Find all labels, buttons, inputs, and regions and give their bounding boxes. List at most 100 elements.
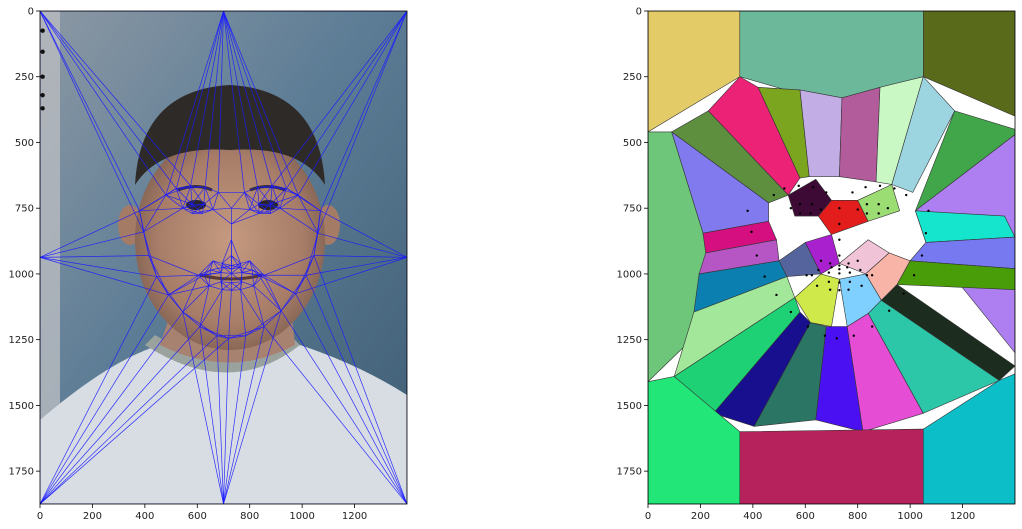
triangulation-edge [295, 255, 315, 294]
triangulation-edge [198, 269, 211, 276]
voronoi-point [798, 203, 802, 206]
left-y-tick-label: 500 [15, 138, 34, 149]
right-x-tick-label: 400 [743, 511, 762, 522]
triangulation-edge [279, 188, 287, 209]
voronoi-point [838, 264, 841, 267]
triangulation-edge [231, 263, 241, 266]
voronoi-point [838, 238, 841, 241]
voronoi-point [746, 209, 749, 213]
triangulation-edge [168, 285, 210, 296]
triangulation-edge [270, 185, 273, 205]
right-y-axis: 0 250 500 750 1000 1250 1500 1750 [617, 7, 648, 478]
triangulation-edge [156, 274, 199, 277]
triangulation-edge [217, 11, 224, 193]
voronoi-point [772, 193, 776, 197]
triangulation-edge [40, 231, 144, 258]
triangulation-edge [191, 186, 206, 205]
triangulation-edge [40, 311, 184, 504]
triangulation-edge [203, 203, 214, 210]
voronoi-point [755, 254, 758, 257]
triangulation-edge [263, 274, 296, 294]
left-y-tick-label: 1250 [9, 335, 34, 346]
triangulation-edge [313, 255, 407, 258]
triangulation-edge [223, 310, 282, 504]
triangulation-edge [208, 281, 221, 287]
triangulation-edge [143, 194, 167, 233]
triangulation-edge [191, 209, 214, 214]
triangulation-edge [175, 188, 184, 209]
triangulation-edge [231, 272, 242, 274]
triangulation-edge [317, 210, 321, 234]
right-axes-frame [647, 10, 1016, 505]
voronoi-cell [707, 76, 801, 196]
voronoi-point [851, 191, 854, 194]
triangulation-edge [305, 275, 407, 504]
triangulation-edge [231, 209, 250, 225]
triangulation-edge [223, 335, 247, 504]
triangulation-edge [165, 188, 177, 196]
left-x-tick-label: 1000 [289, 511, 314, 522]
triangulation-edge [231, 255, 241, 264]
triangulation-edge [176, 188, 193, 205]
edge-markers [40, 28, 45, 111]
photo-panel: 0 200 400 600 800 1000 1200 0 250 500 750 1000 1250… [9, 7, 408, 522]
voronoi-point [830, 266, 833, 269]
voronoi-point [848, 271, 852, 274]
voronoi-point [783, 187, 786, 190]
left-y-axis: 0 250 500 750 1000 1250 1500 1750 [9, 7, 40, 478]
triangulation-edge [168, 294, 184, 313]
voronoi-point [838, 254, 841, 257]
voronoi-point [886, 207, 890, 210]
triangulation-edge [210, 269, 221, 273]
triangulation-edge [295, 293, 407, 504]
right-y-tick-label: 1750 [617, 467, 642, 478]
triangulation-edge [221, 282, 232, 290]
triangulation-edge [40, 326, 201, 504]
voronoi-point [859, 268, 862, 272]
voronoi-point [848, 280, 852, 284]
triangulation-edge [143, 207, 184, 233]
triangulation-edge [231, 213, 260, 225]
left-axes-frame [39, 10, 408, 505]
triangulation-edge [203, 269, 211, 276]
triangulation-edge [222, 263, 232, 266]
voronoi-point [819, 259, 823, 262]
triangulation-edge [263, 275, 282, 311]
triangulation-edge [199, 326, 224, 504]
triangulation-edge [264, 255, 315, 276]
triangulation-edge [231, 192, 245, 209]
triangulation-edge [182, 311, 224, 504]
voronoi-point [825, 191, 828, 194]
voronoi-point [877, 212, 880, 215]
triangulation-edge [270, 207, 281, 214]
triangulation-edge [253, 275, 265, 287]
triangulation-edge [216, 335, 224, 504]
triangulation-edge [258, 275, 282, 311]
triangulation-edge [249, 203, 260, 210]
triangulation-edge [212, 209, 232, 225]
triangulation-edge [190, 185, 205, 205]
triangulation-edge [223, 265, 232, 268]
triangulation-edge [244, 192, 251, 210]
triangulation-edge [271, 185, 299, 196]
right-x-tick-label: 200 [691, 511, 710, 522]
voronoi-cells [648, 11, 1015, 504]
voronoi-point [893, 187, 896, 190]
triangulation-edge [139, 207, 183, 212]
voronoi-point [927, 209, 930, 213]
triangulation-edge [244, 186, 258, 193]
triangulation-edge [208, 285, 223, 291]
triangulation-edge [231, 281, 243, 291]
right-x-tick-label: 0 [645, 511, 651, 522]
triangulation-edge [238, 267, 243, 273]
voronoi-cell [839, 273, 882, 327]
voronoi-cell [914, 210, 1015, 243]
triangulation-edge [198, 275, 210, 287]
left-x-tick-label: 0 [37, 511, 43, 522]
triangulation-edge [165, 194, 193, 205]
triangulation-edge [182, 275, 199, 313]
triangulation-edge [295, 257, 407, 294]
right-y-tick-label: 1500 [617, 401, 642, 412]
voronoi-cell [794, 273, 840, 327]
triangulation-edge [263, 310, 282, 327]
